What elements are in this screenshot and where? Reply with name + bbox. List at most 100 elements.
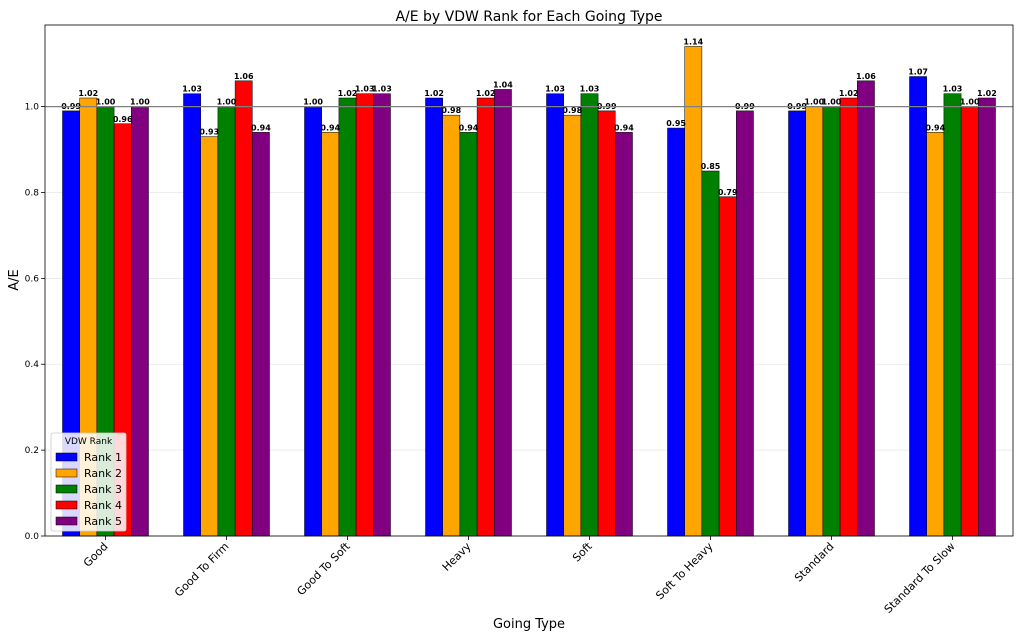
bar-value-label: 0.94 <box>320 123 340 132</box>
x-tick-label: Soft To Heavy <box>653 540 716 603</box>
bar-value-label: 1.00 <box>822 98 842 107</box>
chart-title: A/E by VDW Rank for Each Going Type <box>395 9 662 25</box>
bar <box>563 114 582 537</box>
bar <box>304 106 322 537</box>
bar-value-label: 1.00 <box>960 98 980 107</box>
legend-swatch <box>55 500 78 510</box>
bar <box>839 97 858 537</box>
bar-value-label: 1.03 <box>580 85 600 94</box>
bar-value-label: 1.03 <box>355 85 375 94</box>
bar <box>183 93 201 537</box>
bar <box>805 106 824 537</box>
bar <box>926 132 945 537</box>
bar <box>442 114 461 537</box>
bar-value-label: 1.06 <box>856 72 876 81</box>
bar-value-label: 0.98 <box>441 106 461 115</box>
plot-frame <box>44 24 1014 537</box>
bar <box>131 106 149 537</box>
bar-value-label: 0.94 <box>925 123 945 132</box>
legend-entry: Rank 1 <box>84 451 122 464</box>
bar-value-label: 0.94 <box>614 123 634 132</box>
legend-swatch <box>55 468 78 478</box>
bar-value-label: 1.04 <box>493 80 513 89</box>
bar <box>978 97 996 537</box>
bar-value-label: 0.96 <box>113 115 133 124</box>
bar <box>684 46 703 537</box>
bar-value-label: 1.03 <box>943 85 963 94</box>
bar-value-label: 0.79 <box>718 188 738 197</box>
bar <box>338 97 357 537</box>
bar <box>355 93 374 537</box>
bar <box>321 132 340 537</box>
bar <box>200 136 219 537</box>
y-tick-label: 0.2 <box>25 446 39 456</box>
bar-value-label: 1.00 <box>303 98 323 107</box>
bar <box>373 93 391 537</box>
legend-swatch <box>55 484 78 494</box>
bar-value-label: 1.06 <box>234 72 254 81</box>
bar-value-label: 1.02 <box>476 89 496 98</box>
bar <box>788 110 806 537</box>
y-tick-label: 0.6 <box>25 274 40 284</box>
bar <box>425 97 443 537</box>
bar-value-label: 1.00 <box>130 98 150 107</box>
bar <box>615 132 633 537</box>
bar-value-label: 1.00 <box>804 98 824 107</box>
x-tick-label: Heavy <box>440 540 474 574</box>
x-tick-label: Good To Firm <box>172 540 232 600</box>
bar <box>701 170 720 537</box>
bar <box>857 80 875 537</box>
bar-value-label: 1.02 <box>839 89 859 98</box>
x-tick-label: Standard <box>792 540 837 585</box>
bar <box>217 106 236 537</box>
bar <box>252 132 270 537</box>
bar-value-label: 0.94 <box>251 123 271 132</box>
legend-swatch <box>55 452 78 462</box>
y-tick-label: 0.4 <box>25 360 40 370</box>
bar <box>476 97 495 537</box>
y-tick-label: 0.8 <box>25 188 40 198</box>
bar-value-label: 1.14 <box>683 37 703 46</box>
bar <box>494 89 512 537</box>
bar-value-label: 1.00 <box>217 98 237 107</box>
bar-value-label: 1.00 <box>96 98 116 107</box>
legend-entry: Rank 5 <box>84 515 122 528</box>
bar-value-label: 0.94 <box>459 123 479 132</box>
bar-value-label: 1.07 <box>908 68 928 77</box>
bar <box>943 93 962 537</box>
legend-entry: Rank 3 <box>84 483 122 496</box>
legend-title: VDW Rank <box>65 437 113 447</box>
bar <box>580 93 599 537</box>
x-tick-label: Standard To Slow <box>882 540 958 616</box>
legend-entry: Rank 2 <box>84 467 122 480</box>
x-tick-label: Good To Soft <box>294 539 353 598</box>
bar-value-label: 0.93 <box>199 128 219 137</box>
bar <box>234 80 253 537</box>
legend-swatch <box>55 516 78 526</box>
bar-value-label: 1.02 <box>977 89 997 98</box>
bar-value-label: 1.02 <box>424 89 444 98</box>
bar-value-label: 1.03 <box>182 85 202 94</box>
bar-value-label: 1.03 <box>545 85 565 94</box>
x-tick-label: Good <box>81 540 111 570</box>
bar <box>822 106 841 537</box>
bar-value-label: 0.98 <box>562 106 582 115</box>
bar <box>718 196 737 537</box>
x-tick-label: Soft <box>570 539 595 564</box>
bars-layer <box>62 46 996 537</box>
bar <box>459 132 478 537</box>
bar <box>597 110 616 537</box>
bar-value-label: 0.95 <box>666 119 686 128</box>
y-tick-label: 0.0 <box>25 532 40 542</box>
legend-entry: Rank 4 <box>84 499 122 512</box>
bar <box>909 76 927 537</box>
y-axis-label: A/E <box>7 269 22 291</box>
y-tick-label: 1.0 <box>25 103 40 113</box>
bar <box>546 93 564 537</box>
bar-value-label: 1.03 <box>372 85 392 94</box>
bar-value-label: 1.02 <box>338 89 358 98</box>
bar-value-label: 1.02 <box>78 89 98 98</box>
bar <box>960 106 979 537</box>
x-axis-label: Going Type <box>493 617 565 632</box>
